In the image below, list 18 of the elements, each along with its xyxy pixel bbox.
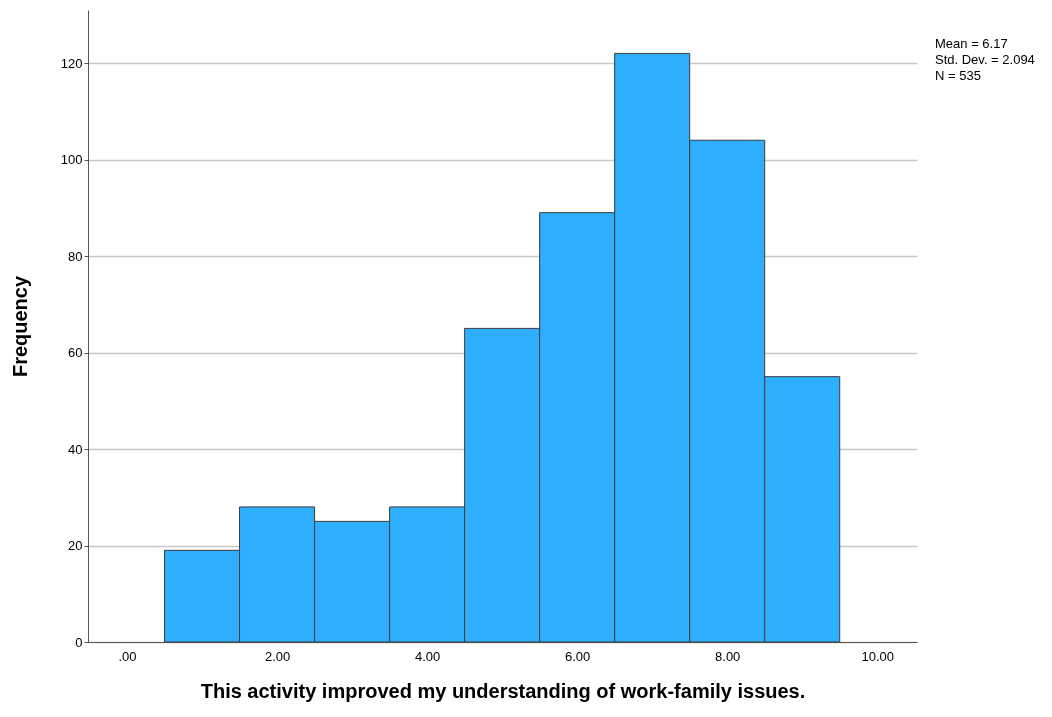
x-tick-label: .00 <box>118 648 137 664</box>
y-tick-label: 40 <box>68 441 83 457</box>
text: Std. Dev. = 2.094 <box>935 52 1035 67</box>
y-tick-label: 100 <box>60 152 83 168</box>
x-tick-label: 2.00 <box>264 648 291 664</box>
y-tick-label: 120 <box>60 55 83 71</box>
x-tick-label: 8.00 <box>715 648 741 664</box>
x-tick-label: 4.00 <box>414 648 441 664</box>
x-tick-label: 6.00 <box>564 648 591 664</box>
y-tick-label: 20 <box>68 538 83 554</box>
x-axis-title: This activity improved my understanding of work-family issues. <box>200 679 806 702</box>
y-tick-label: 60 <box>68 345 83 361</box>
text: N = 535 <box>935 68 981 83</box>
x-tick-label: 10.00 <box>861 648 895 664</box>
text: Mean = 6.17 <box>935 36 1008 51</box>
y-tick-label: 0 <box>75 634 83 650</box>
y-tick-label: 80 <box>68 248 83 264</box>
y-axis-title: Frequency <box>8 275 31 378</box>
